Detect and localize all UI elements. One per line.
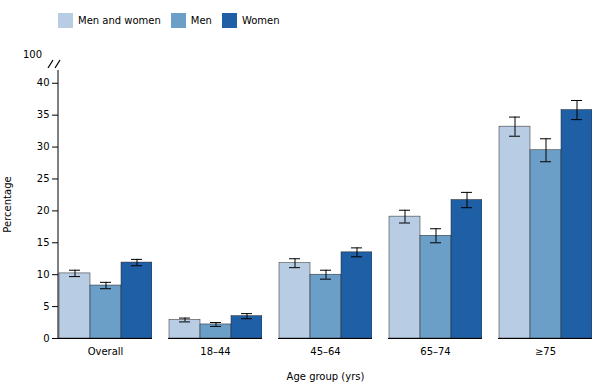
html-text:Men and women: Men and women (78, 15, 161, 26)
svg-text:18–44: 18–44 (200, 346, 230, 357)
html-text:Men: Men (190, 15, 212, 26)
svg-text:35: 35 (37, 109, 50, 120)
svg-text:Percentage: Percentage (2, 176, 13, 232)
svg-text:0: 0 (43, 333, 49, 344)
svg-text:15: 15 (37, 237, 50, 248)
svg-text:45–64: 45–64 (310, 346, 340, 357)
svg-text:30: 30 (37, 141, 50, 152)
svg-text:Overall: Overall (88, 346, 124, 357)
svg-text:40: 40 (37, 77, 50, 88)
svg-text:Age group (yrs): Age group (yrs) (287, 371, 365, 382)
svg-text:65–74: 65–74 (420, 346, 450, 357)
svg-text:10: 10 (37, 269, 50, 280)
svg-text:25: 25 (37, 173, 50, 184)
html-text:Women: Women (242, 15, 280, 26)
svg-text:5: 5 (43, 301, 49, 312)
svg-text:20: 20 (37, 205, 50, 216)
svg-text:≥75: ≥75 (535, 346, 556, 357)
svg-text:100: 100 (23, 49, 42, 60)
